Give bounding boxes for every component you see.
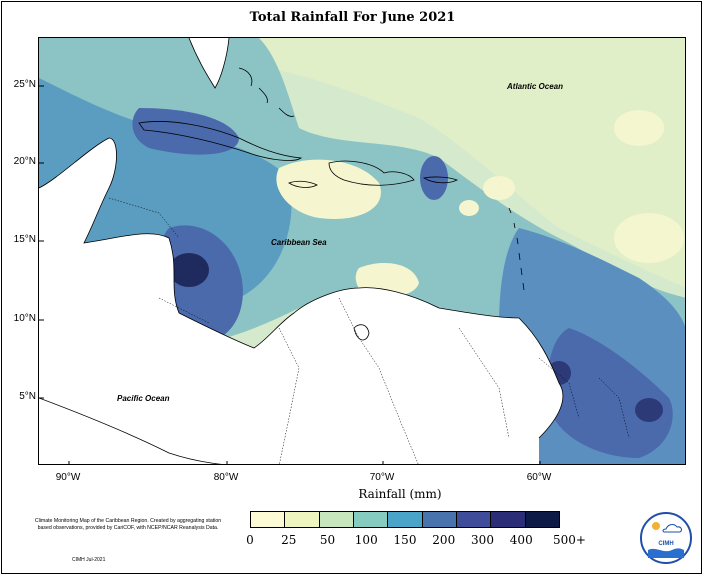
legend-swatch (251, 512, 286, 527)
x-tick-label-90w: 90°W (55, 472, 81, 483)
land-central-south-america (39, 138, 563, 464)
coast-florida (188, 38, 230, 89)
rain-zone-400-500-core (169, 253, 209, 287)
border-venezuela-guyana (458, 327, 510, 439)
credits-date: CIMH Jul-2021 (72, 557, 106, 563)
label-caribbean-sea: Caribbean Sea (271, 238, 327, 247)
legend-swatch (388, 512, 423, 527)
rainfall-map: Atlantic Ocean Caribbean Sea Pacific Oce… (38, 37, 686, 465)
graticule-ticks (39, 85, 541, 464)
legend-label: 500+ (553, 533, 586, 547)
coast-cuba (138, 121, 303, 161)
legend-label: 200 (432, 533, 456, 547)
rain-zone-200-300-guianas (547, 328, 673, 458)
map-title: Total Rainfall For June 2021 (249, 10, 456, 25)
legend-label: 400 (509, 533, 533, 547)
legend-label: 0 (246, 533, 254, 547)
border-guyana-suriname (538, 357, 580, 419)
x-tick-label-80w: 80°W (213, 472, 239, 483)
rain-zone-200-300-cuba (132, 108, 239, 155)
legend-label: 25 (281, 533, 297, 547)
label-atlantic-ocean: Atlantic Ocean (507, 82, 564, 91)
logo-text: CIMH (658, 541, 674, 547)
coast-bahamas (238, 67, 295, 117)
legend-swatch (285, 512, 320, 527)
rain-zone-300-400-core-b (635, 398, 663, 422)
logo-emblem (648, 522, 684, 558)
legend-label: 100 (354, 533, 378, 547)
coastlines (39, 38, 564, 464)
coast-pacific (39, 397, 222, 464)
sun-icon (652, 522, 660, 530)
rain-zone-0-25-leewards (483, 176, 515, 200)
rainfall-map-canvas (39, 38, 685, 464)
y-tick-label-20n: 20°N (13, 156, 36, 167)
x-tick-label-70w: 70°W (369, 472, 395, 483)
credits-text: Climate Monitoring Map of the Caribbean … (34, 518, 222, 531)
legend-label: 50 (319, 533, 336, 547)
coast-hispaniola (328, 160, 415, 186)
rain-zone-0-25-a (614, 110, 664, 146)
y-tick-label-5n: 5°N (19, 391, 36, 402)
legend-swatch (422, 512, 457, 527)
rain-zone-200-300-hispaniola (420, 156, 448, 200)
rain-zone-0-25-b (614, 213, 684, 263)
y-tick-label-15n: 15°N (13, 234, 36, 245)
land-florida (189, 38, 229, 88)
border-mexico-guatemala (108, 197, 180, 239)
coast-lesser-antilles (508, 207, 525, 291)
y-tick-label-25n: 25°N (13, 79, 36, 90)
coast-lake-maracaibo (353, 324, 370, 341)
legend-swatch (319, 512, 354, 527)
cimh-logo: CIMH (640, 512, 692, 564)
coast-mainland (39, 137, 564, 439)
label-pacific-ocean: Pacific Ocean (117, 394, 170, 403)
rain-zone-0-25-east (459, 200, 479, 216)
coast-jamaica (288, 180, 318, 188)
border-nicaragua-costa-rica (158, 297, 210, 324)
cloud-icon (662, 524, 682, 533)
border-suriname-guiana (598, 377, 630, 439)
legend-swatch (456, 512, 492, 527)
wave-icon (648, 548, 684, 558)
legend-label: 150 (393, 533, 417, 547)
legend-swatch (525, 512, 559, 527)
border-colombia-panama (278, 327, 300, 464)
legend-colorbar (250, 511, 560, 528)
legend-label: 300 (471, 533, 494, 547)
x-tick-label-60w: 60°W (526, 472, 552, 483)
legend-swatch (491, 512, 526, 527)
rain-zone-0-25-jamaica-channel (276, 159, 381, 219)
atlantic-low-rain-area (259, 38, 685, 288)
legend-title: Rainfall (mm) (358, 487, 442, 501)
coast-puerto-rico (422, 176, 459, 184)
country-borders (108, 197, 630, 464)
y-tick-label-10n: 10°N (13, 313, 36, 324)
legend-swatch (353, 512, 389, 527)
